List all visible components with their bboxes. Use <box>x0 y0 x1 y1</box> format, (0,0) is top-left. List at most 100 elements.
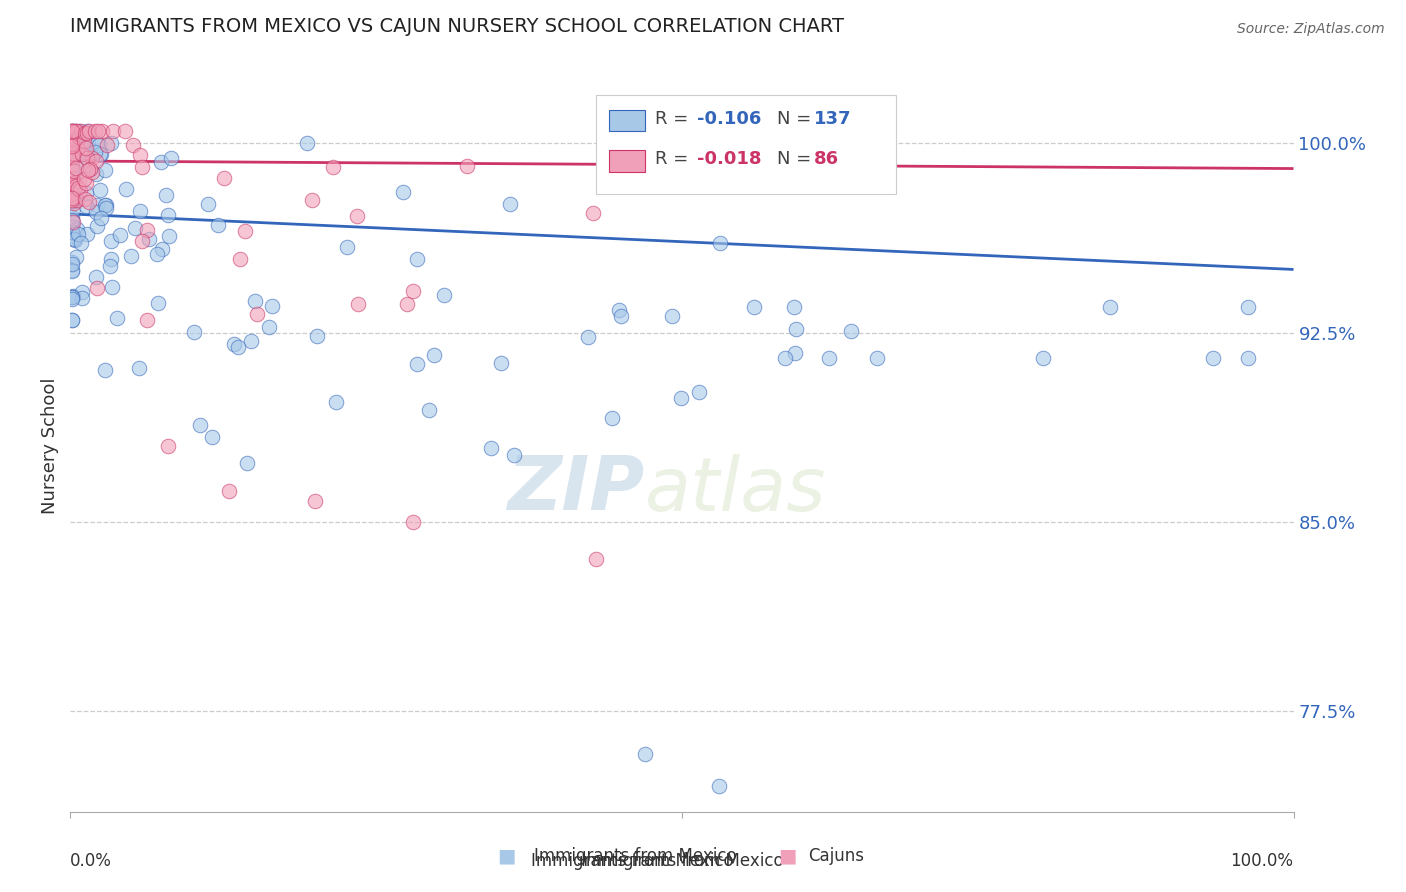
FancyBboxPatch shape <box>609 110 645 131</box>
Point <box>121 138 143 153</box>
Point <box>60 188 83 202</box>
Point <box>60 178 83 193</box>
Point <box>77 124 100 138</box>
Point <box>73 134 96 148</box>
Point <box>402 284 425 298</box>
Point <box>62 176 84 190</box>
Point <box>94 201 117 215</box>
Point <box>661 309 683 323</box>
Point <box>67 180 90 194</box>
Point <box>60 179 83 194</box>
Point <box>239 334 262 349</box>
Point <box>60 139 83 153</box>
Point <box>63 229 86 244</box>
Point <box>114 182 136 196</box>
Point <box>744 300 766 314</box>
Point <box>94 198 117 212</box>
Point <box>183 325 205 339</box>
Point <box>60 136 83 151</box>
Point <box>62 255 84 269</box>
Point <box>76 124 98 138</box>
Point <box>135 223 157 237</box>
Point <box>63 164 86 178</box>
Point <box>70 124 93 138</box>
Point <box>67 130 90 145</box>
Point <box>157 439 180 453</box>
Point <box>70 285 93 299</box>
Point <box>148 295 170 310</box>
Point <box>136 313 159 327</box>
Point <box>149 154 172 169</box>
Point <box>295 136 318 151</box>
Point <box>406 357 429 371</box>
Point <box>60 124 83 138</box>
Point <box>60 171 83 186</box>
Point <box>1202 351 1225 365</box>
Point <box>346 297 368 311</box>
Point <box>76 126 98 140</box>
Point <box>105 311 128 326</box>
Text: 137: 137 <box>814 110 852 128</box>
Point <box>60 292 83 306</box>
Point <box>60 313 83 327</box>
Point <box>89 183 111 197</box>
Point <box>634 747 657 761</box>
Text: atlas: atlas <box>645 454 827 526</box>
Point <box>60 258 83 272</box>
Text: ■: ■ <box>496 847 516 865</box>
Point <box>131 160 153 174</box>
Point <box>87 137 110 152</box>
Point <box>60 181 83 195</box>
Point <box>669 391 692 405</box>
Point <box>145 246 167 260</box>
Point <box>65 178 87 193</box>
Point <box>60 139 83 153</box>
Point <box>576 330 599 344</box>
Point <box>60 191 83 205</box>
Point <box>783 300 806 314</box>
Point <box>322 160 344 174</box>
Text: 0.0%: 0.0% <box>70 852 112 870</box>
Point <box>335 240 357 254</box>
Point <box>1237 301 1260 315</box>
Point <box>72 159 94 173</box>
Point <box>129 203 152 218</box>
Point <box>229 252 252 266</box>
Point <box>114 124 136 138</box>
Point <box>585 552 607 566</box>
Point <box>63 177 86 191</box>
Point <box>60 124 83 138</box>
Point <box>60 161 83 176</box>
Point <box>69 183 91 197</box>
Text: N =: N = <box>778 150 817 169</box>
Point <box>84 124 107 138</box>
Point <box>86 281 108 295</box>
Point <box>418 403 440 417</box>
Point <box>120 249 142 263</box>
Point <box>66 141 89 155</box>
Point <box>260 299 283 313</box>
Point <box>60 212 83 227</box>
Point <box>60 141 83 155</box>
Point <box>84 145 107 159</box>
Point <box>818 351 841 365</box>
Point <box>67 174 90 188</box>
Point <box>66 227 89 241</box>
Point <box>456 159 478 173</box>
Point <box>96 137 118 152</box>
Point <box>101 280 124 294</box>
Point <box>65 124 87 138</box>
Point <box>392 185 415 199</box>
Point <box>688 384 710 399</box>
Point <box>156 208 179 222</box>
Point <box>76 152 98 166</box>
Point <box>60 137 83 152</box>
Point <box>839 324 862 338</box>
Point <box>69 235 91 250</box>
Text: 100.0%: 100.0% <box>1230 852 1294 870</box>
Point <box>129 147 152 161</box>
Point <box>98 260 121 274</box>
Point <box>60 124 83 138</box>
Point <box>128 361 150 376</box>
Point <box>60 186 83 201</box>
